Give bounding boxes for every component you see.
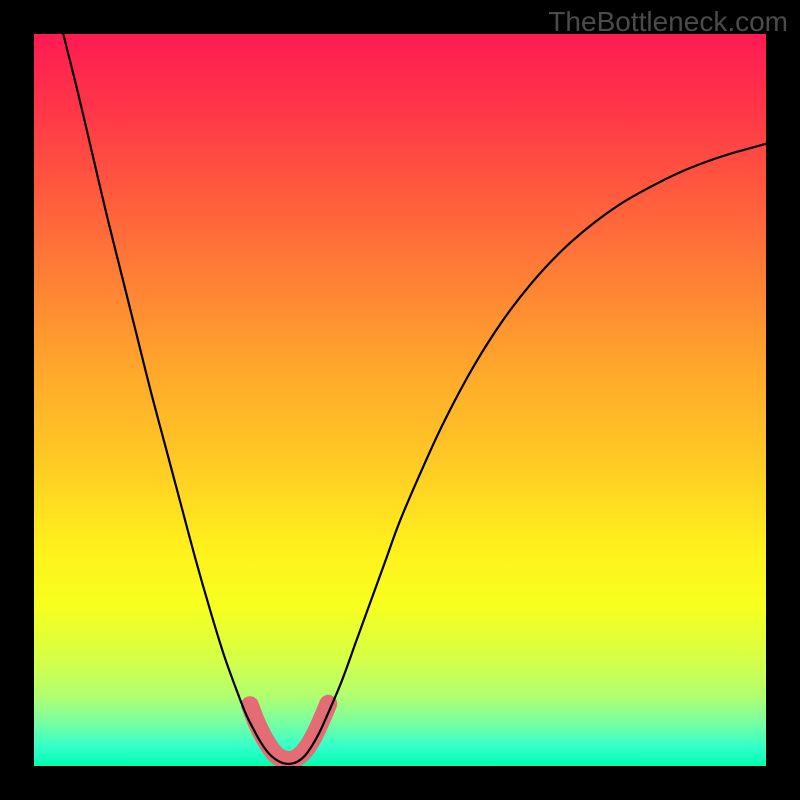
watermark-text: TheBottleneck.com [548,6,788,38]
chart-frame [0,0,800,800]
curve-layer [34,34,766,766]
valley-highlight [250,704,328,760]
plot-area [34,34,766,766]
bottleneck-curve [63,34,766,764]
